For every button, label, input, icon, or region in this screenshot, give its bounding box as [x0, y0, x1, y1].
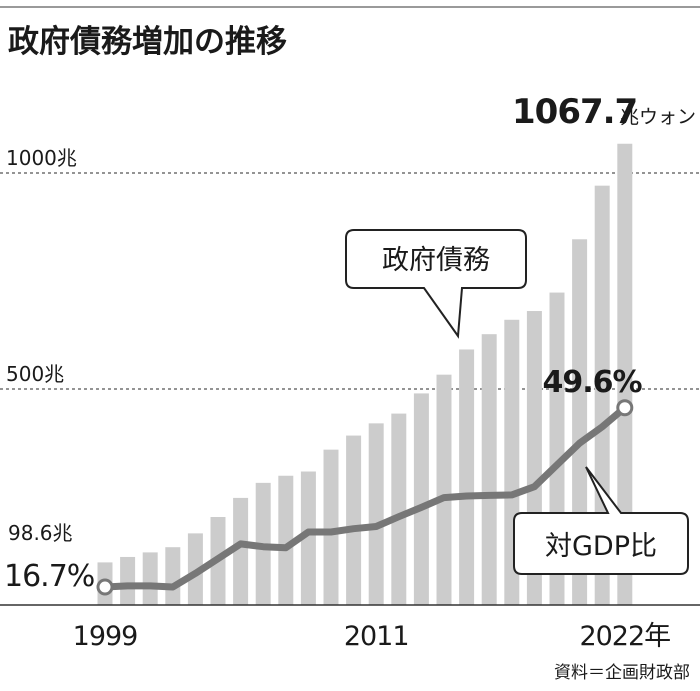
- first-bar-value: 98.6兆: [8, 521, 73, 545]
- debt-bar-2002: [165, 547, 181, 605]
- gdp-ratio-start-marker: [96, 578, 114, 596]
- gridline-label-1000: 1000兆: [6, 146, 77, 170]
- debt-bar-2001: [142, 552, 158, 605]
- last-bar-value: 1067.7: [512, 92, 637, 132]
- debt-bar-2013: [413, 393, 429, 605]
- debt-bar-2000: [120, 556, 136, 605]
- gdp-callout-label: 対GDP比: [545, 531, 657, 562]
- top-rule: [0, 6, 700, 8]
- gdp-callout-bubble: [513, 466, 689, 575]
- debt-bar-2003: [187, 533, 203, 605]
- debt-bar-2009: [323, 449, 339, 605]
- first-line-value: 16.7%: [4, 559, 94, 594]
- gdp-ratio-end-marker: [616, 399, 634, 417]
- x-tick-2011: 2011: [344, 621, 409, 652]
- debt-bar-2014: [436, 374, 452, 605]
- debt-bar-2010: [346, 435, 362, 605]
- debt-bar-2005: [233, 497, 249, 605]
- x-tick-2022: 2022年: [579, 621, 670, 652]
- debt-bar-2015: [459, 349, 475, 605]
- last-line-value: 49.6%: [542, 365, 642, 400]
- last-bar-unit: 兆ウォン: [620, 106, 696, 128]
- debt-bar-2007: [278, 475, 294, 605]
- debt-bar-2008: [300, 471, 316, 605]
- debt-bars: [97, 143, 633, 605]
- gdp-ratio-line: [101, 404, 629, 591]
- gridline-label-500: 500兆: [6, 362, 64, 386]
- chart-title: 政府債務増加の推移: [8, 24, 287, 60]
- x-axis-labels: 1999 2011 2022年: [73, 621, 672, 652]
- source-note: 資料＝企画財政部: [554, 663, 690, 683]
- debt-bar-2011: [368, 423, 384, 605]
- debt-bar-2012: [391, 413, 407, 605]
- debt-callout-label: 政府債務: [382, 245, 490, 276]
- debt-bar-2022: [617, 143, 633, 605]
- debt-callout-bubble: [345, 229, 527, 339]
- x-tick-1999: 1999: [73, 621, 138, 652]
- debt-bar-2016: [481, 334, 497, 605]
